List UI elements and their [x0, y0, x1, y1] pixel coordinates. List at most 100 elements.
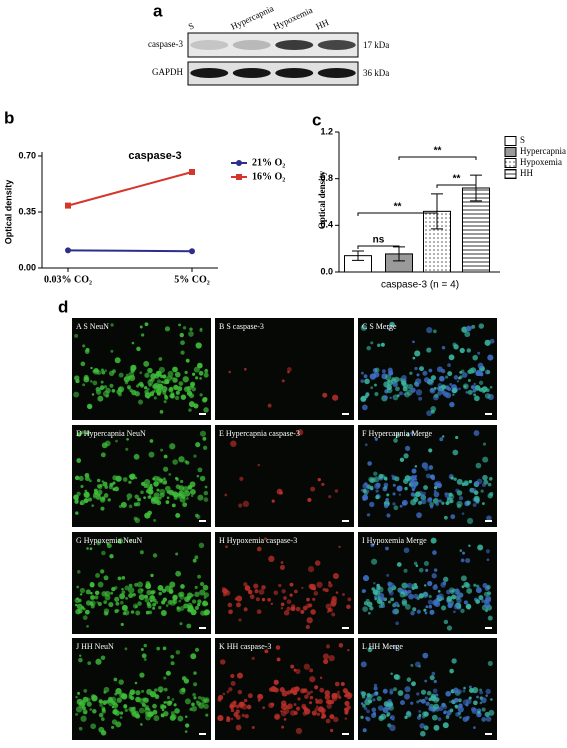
cell	[426, 690, 432, 696]
cell	[373, 471, 378, 476]
cell	[411, 488, 415, 492]
cell	[441, 435, 445, 438]
error-bar	[352, 250, 364, 261]
cell	[447, 602, 453, 609]
cell	[430, 409, 435, 414]
cell	[332, 573, 339, 580]
cell	[283, 717, 287, 721]
legend-label: 21% O₂	[252, 157, 285, 168]
cell	[448, 354, 455, 361]
cell	[228, 609, 233, 615]
cell	[419, 723, 425, 729]
cell	[456, 478, 463, 485]
cell	[293, 703, 297, 706]
cell	[138, 594, 145, 601]
cell	[97, 395, 104, 402]
cell	[383, 482, 389, 488]
cell	[362, 482, 369, 490]
cell	[445, 690, 451, 697]
cell	[152, 703, 157, 709]
cell	[374, 437, 378, 441]
cell	[454, 704, 458, 708]
cell	[123, 609, 130, 616]
cell	[473, 490, 479, 495]
cell	[487, 482, 492, 487]
error-bar	[431, 193, 443, 230]
marker	[189, 169, 195, 175]
cell	[100, 655, 106, 661]
cell	[76, 698, 83, 705]
cell	[433, 387, 437, 390]
cell	[289, 593, 293, 597]
cell	[457, 698, 462, 703]
image-label: C S Merge	[362, 322, 397, 331]
cell	[443, 619, 449, 625]
cell	[195, 342, 202, 349]
cell	[150, 498, 157, 505]
cell	[485, 688, 491, 695]
cell	[261, 597, 266, 602]
cell	[195, 442, 201, 448]
cell	[130, 610, 135, 614]
cell	[439, 437, 444, 442]
cell	[397, 690, 404, 696]
cell	[113, 677, 118, 682]
cell	[424, 696, 428, 700]
cell	[162, 374, 167, 379]
cell	[464, 331, 471, 338]
cell	[103, 493, 109, 498]
cell	[411, 681, 416, 687]
cell	[143, 657, 147, 661]
cell	[414, 366, 418, 371]
cell	[331, 612, 336, 617]
cell	[475, 599, 481, 604]
cell	[443, 711, 447, 715]
cell	[314, 685, 319, 690]
cell	[360, 715, 364, 719]
cell	[410, 610, 415, 616]
cell	[188, 393, 195, 399]
cell	[420, 494, 425, 498]
cell	[76, 597, 79, 600]
cell	[420, 689, 427, 695]
cell	[280, 602, 285, 607]
cell	[202, 600, 208, 607]
cell	[184, 596, 190, 603]
cell	[485, 694, 488, 697]
cell	[463, 581, 470, 588]
cell	[225, 545, 228, 549]
cell	[386, 699, 392, 704]
cell	[413, 593, 419, 599]
cell	[156, 379, 162, 384]
cell	[481, 717, 487, 722]
cell	[425, 701, 430, 706]
cell	[191, 386, 197, 392]
cell	[316, 581, 323, 588]
cell	[103, 575, 109, 581]
cell	[412, 340, 415, 344]
cell	[453, 477, 457, 481]
cell	[273, 590, 279, 596]
cell	[407, 589, 412, 594]
cell	[366, 513, 371, 517]
cell	[300, 609, 305, 614]
cell	[283, 610, 290, 616]
cell	[369, 606, 374, 611]
cell	[310, 486, 316, 492]
cell	[423, 725, 429, 731]
cell	[362, 575, 370, 582]
cell	[190, 653, 197, 660]
cell	[433, 679, 437, 684]
cell	[295, 606, 301, 612]
cell	[472, 687, 479, 694]
cell	[199, 377, 202, 380]
cell	[326, 703, 332, 709]
blot-band	[190, 40, 229, 50]
cell	[204, 368, 208, 372]
cell	[77, 598, 82, 603]
cell	[203, 609, 210, 616]
image-label: D Hypercapnia NeuN	[76, 429, 146, 438]
cell	[73, 494, 79, 501]
cell	[133, 453, 140, 460]
cell	[159, 492, 165, 498]
